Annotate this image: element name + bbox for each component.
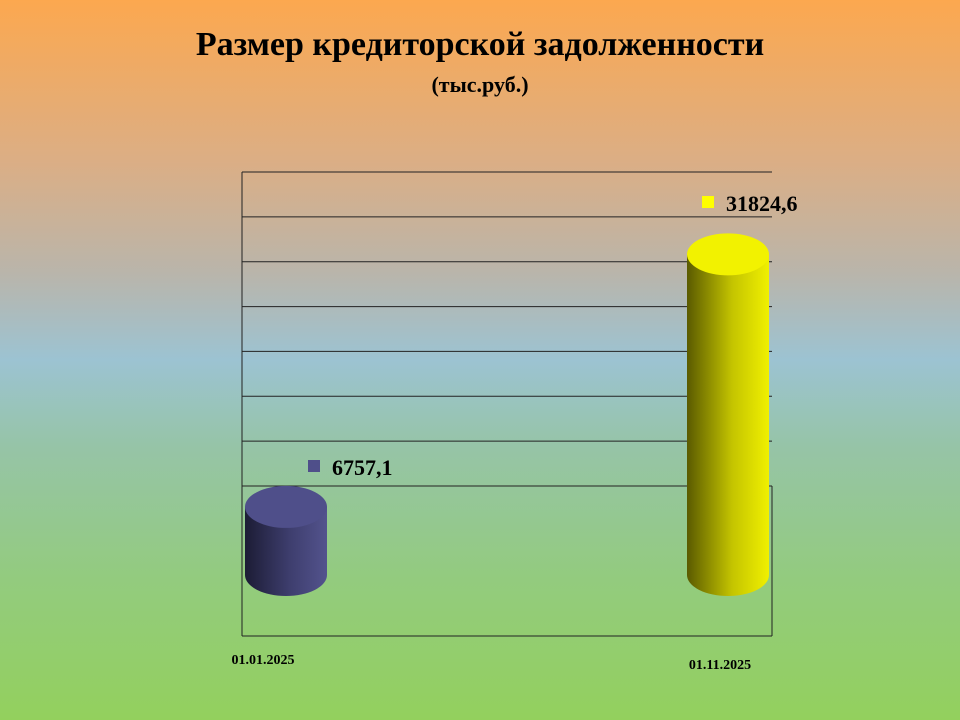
category-label: 01.01.2025 [232, 653, 295, 668]
chart-subtitle: (тыс.руб.) [431, 72, 529, 97]
bar-01-01-2025 [245, 485, 327, 596]
bar-01-11-2025 [687, 233, 769, 596]
labels: 6757,1 01.01.2025 31824,6 01.11.2025 [232, 191, 798, 673]
category-label: 01.11.2025 [689, 658, 751, 673]
value-label-marker [702, 196, 714, 208]
bar-top [687, 233, 769, 276]
chart-title: Размер кредиторской задолженности [195, 26, 765, 63]
bars [245, 233, 769, 596]
value-label: 31824,6 [726, 191, 798, 216]
bar-body [687, 254, 769, 596]
grid [241, 171, 773, 637]
value-label: 6757,1 [332, 455, 393, 480]
value-label-marker [308, 460, 320, 472]
bar-body [245, 506, 327, 596]
bar-top [245, 485, 327, 528]
